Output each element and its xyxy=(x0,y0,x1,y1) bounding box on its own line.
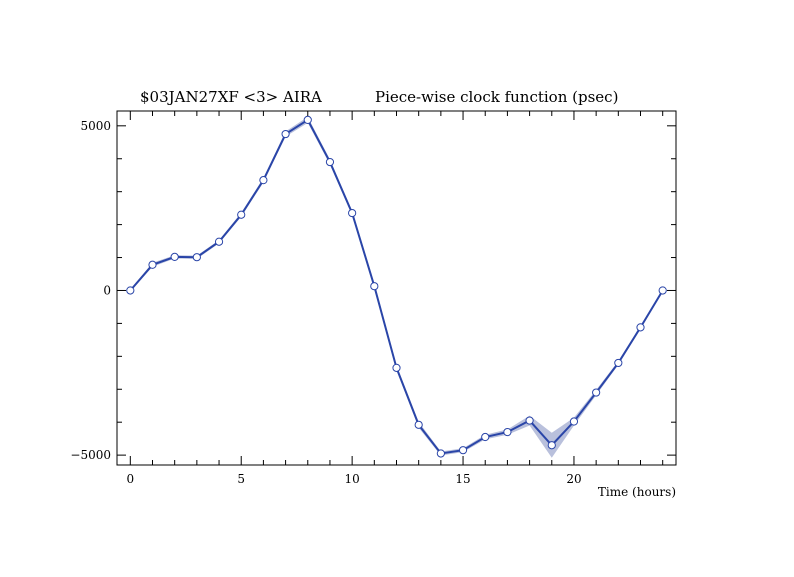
y-tick-label: 5000 xyxy=(80,119,111,133)
uncertainty-band-area xyxy=(130,116,663,458)
data-point xyxy=(658,286,667,295)
data-point xyxy=(414,420,423,429)
data-point xyxy=(214,237,224,246)
data-point xyxy=(303,115,312,124)
data-point xyxy=(148,260,157,269)
data-point xyxy=(636,323,645,332)
data-point xyxy=(192,253,201,262)
axis-tick-labels: 0 5 10 15 20 −5000 0 5000 xyxy=(70,119,581,486)
y-tick-label: 0 xyxy=(103,283,111,297)
data-point xyxy=(392,363,401,372)
series-line xyxy=(129,118,664,455)
data-point xyxy=(436,449,445,458)
x-tick-label: 5 xyxy=(237,472,245,486)
data-point xyxy=(569,417,579,426)
plot-frame xyxy=(116,110,677,466)
data-point xyxy=(126,286,135,295)
data-point xyxy=(503,427,512,437)
data-point xyxy=(481,432,490,442)
chart-title-source: $03JAN27XF <3> AIRA xyxy=(140,88,322,106)
data-point xyxy=(592,388,601,397)
x-tick-label: 0 xyxy=(126,472,134,486)
data-points xyxy=(126,115,667,458)
chart-title-function: Piece-wise clock function (psec) xyxy=(375,88,618,106)
y-tick-label: −5000 xyxy=(70,448,111,462)
x-tick-label: 10 xyxy=(344,472,359,486)
data-point xyxy=(458,446,468,455)
data-point xyxy=(237,210,246,219)
data-point xyxy=(170,252,179,261)
x-axis-label: Time (hours) xyxy=(598,485,676,499)
x-tick-label: 20 xyxy=(566,472,581,486)
uncertainty-band xyxy=(130,116,663,458)
clock-function-line xyxy=(129,118,664,455)
data-point xyxy=(370,282,379,291)
data-point xyxy=(325,157,335,167)
data-point xyxy=(259,176,268,185)
data-point xyxy=(547,441,556,450)
data-point xyxy=(614,358,623,368)
data-point xyxy=(348,208,357,218)
x-tick-label: 15 xyxy=(455,472,470,486)
data-point xyxy=(525,416,534,425)
data-point xyxy=(281,129,290,139)
axis-ticks xyxy=(117,111,676,465)
